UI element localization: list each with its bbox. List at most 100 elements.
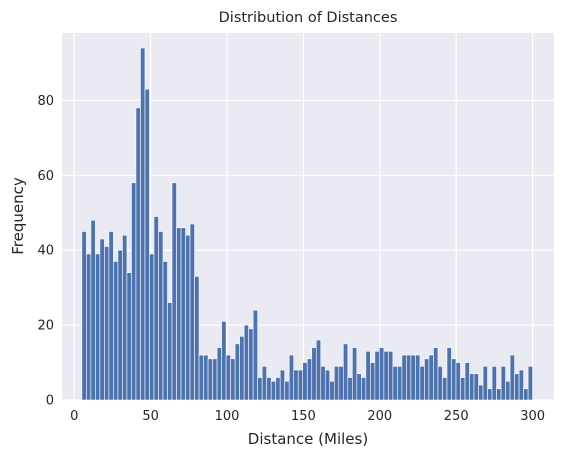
ticks-layer: 0 50 100 150 200 250 300 0 20 40 60 80 bbox=[37, 94, 545, 424]
histogram-bar bbox=[338, 365, 344, 401]
histogram-bar bbox=[81, 231, 87, 401]
histogram-bar bbox=[270, 380, 276, 401]
histogram-bar bbox=[410, 354, 416, 401]
histogram-bar bbox=[374, 351, 380, 401]
histogram-bar bbox=[433, 347, 439, 401]
histogram-bar bbox=[388, 351, 394, 401]
histogram-bar bbox=[527, 365, 533, 401]
histogram-bar bbox=[455, 362, 461, 401]
histogram-bar bbox=[464, 362, 470, 401]
histogram-bar bbox=[505, 380, 511, 401]
histogram-bar bbox=[500, 365, 506, 401]
y-tick-label: 20 bbox=[37, 319, 54, 334]
histogram-bar bbox=[284, 380, 290, 401]
histogram-bar bbox=[95, 253, 101, 401]
histogram-bar bbox=[446, 347, 452, 401]
y-tick-label: 60 bbox=[37, 169, 54, 184]
histogram-bar bbox=[460, 377, 466, 401]
histogram-bar bbox=[243, 324, 249, 401]
histogram-bar bbox=[293, 369, 299, 401]
histogram-bar bbox=[90, 219, 96, 401]
histogram-bar bbox=[117, 249, 123, 401]
histogram-bar bbox=[442, 377, 448, 401]
x-tick-label: 250 bbox=[444, 409, 469, 424]
histogram-bar bbox=[302, 362, 308, 401]
y-axis-label: Frequency bbox=[9, 177, 27, 255]
histogram-bar bbox=[185, 234, 191, 401]
histogram-bar bbox=[144, 88, 150, 401]
histogram-bar bbox=[203, 354, 209, 401]
y-tick-label: 80 bbox=[37, 94, 54, 109]
histogram-bar bbox=[320, 365, 326, 401]
histogram-bar bbox=[397, 365, 403, 401]
chart-title: Distribution of Distances bbox=[219, 10, 398, 26]
histogram-bar bbox=[198, 354, 204, 401]
histogram-bar bbox=[261, 365, 267, 401]
histogram-bar bbox=[401, 354, 407, 401]
histogram-bar bbox=[230, 358, 236, 401]
histogram-bar bbox=[279, 369, 285, 401]
histogram-bar bbox=[158, 231, 164, 401]
histogram-bar bbox=[365, 351, 371, 401]
histogram-bar bbox=[176, 227, 182, 401]
histogram-bar bbox=[406, 354, 412, 401]
histogram-bar bbox=[347, 377, 353, 401]
histogram-bar bbox=[131, 182, 137, 401]
histogram-bar bbox=[518, 369, 524, 401]
x-tick-label: 50 bbox=[142, 409, 159, 424]
histogram-bar bbox=[99, 238, 105, 401]
x-axis-label: Distance (Miles) bbox=[248, 430, 368, 448]
histogram-bar bbox=[487, 388, 493, 401]
x-tick-label: 150 bbox=[291, 409, 316, 424]
histogram-bar bbox=[383, 351, 389, 401]
y-tick-label: 40 bbox=[37, 244, 54, 259]
histogram-bar bbox=[315, 339, 322, 401]
histogram-bar bbox=[162, 261, 168, 401]
histogram-bar bbox=[473, 373, 479, 401]
histogram-bar bbox=[104, 246, 110, 401]
histogram-bar bbox=[306, 358, 313, 401]
x-tick-label: 100 bbox=[215, 409, 240, 424]
histogram-bar bbox=[419, 365, 425, 401]
histogram-bar bbox=[352, 347, 358, 401]
histogram-bar bbox=[86, 253, 92, 401]
histogram-bar bbox=[342, 343, 349, 401]
histogram-bar bbox=[207, 358, 213, 401]
histogram-bar bbox=[523, 388, 529, 401]
histogram-bar bbox=[221, 321, 227, 401]
histogram-bar bbox=[239, 336, 245, 401]
histogram-bar bbox=[189, 223, 195, 401]
histogram-bar bbox=[171, 182, 177, 401]
histogram-bar bbox=[482, 365, 488, 401]
histogram-bar bbox=[333, 365, 340, 401]
histogram-bar bbox=[275, 377, 281, 401]
histogram-bar bbox=[257, 377, 263, 401]
histogram-bar bbox=[428, 354, 434, 401]
histogram-bar bbox=[496, 388, 502, 401]
histogram-bar bbox=[509, 354, 515, 401]
x-tick-label: 0 bbox=[70, 409, 78, 424]
histogram-bar bbox=[370, 362, 376, 401]
histogram-bar bbox=[149, 253, 155, 401]
histogram-bar bbox=[514, 373, 520, 401]
histogram-bar bbox=[469, 373, 475, 401]
y-tick-label: 0 bbox=[46, 394, 54, 409]
histogram-bar bbox=[478, 384, 484, 401]
histogram-bar bbox=[126, 272, 132, 401]
histogram-bar bbox=[180, 227, 186, 401]
histogram-bar bbox=[194, 276, 200, 401]
histogram-bar bbox=[415, 354, 421, 401]
histogram-bar bbox=[437, 365, 443, 401]
histogram-bar bbox=[167, 302, 173, 401]
histogram-bar bbox=[135, 107, 141, 401]
x-tick-label: 300 bbox=[520, 409, 545, 424]
histogram-bar bbox=[248, 328, 254, 401]
histogram-bar bbox=[288, 354, 295, 401]
histogram-bar bbox=[140, 47, 146, 401]
histogram-bar bbox=[424, 358, 430, 401]
histogram-bar bbox=[212, 358, 218, 401]
histogram-bar bbox=[266, 377, 272, 401]
histogram-bar bbox=[311, 347, 317, 401]
